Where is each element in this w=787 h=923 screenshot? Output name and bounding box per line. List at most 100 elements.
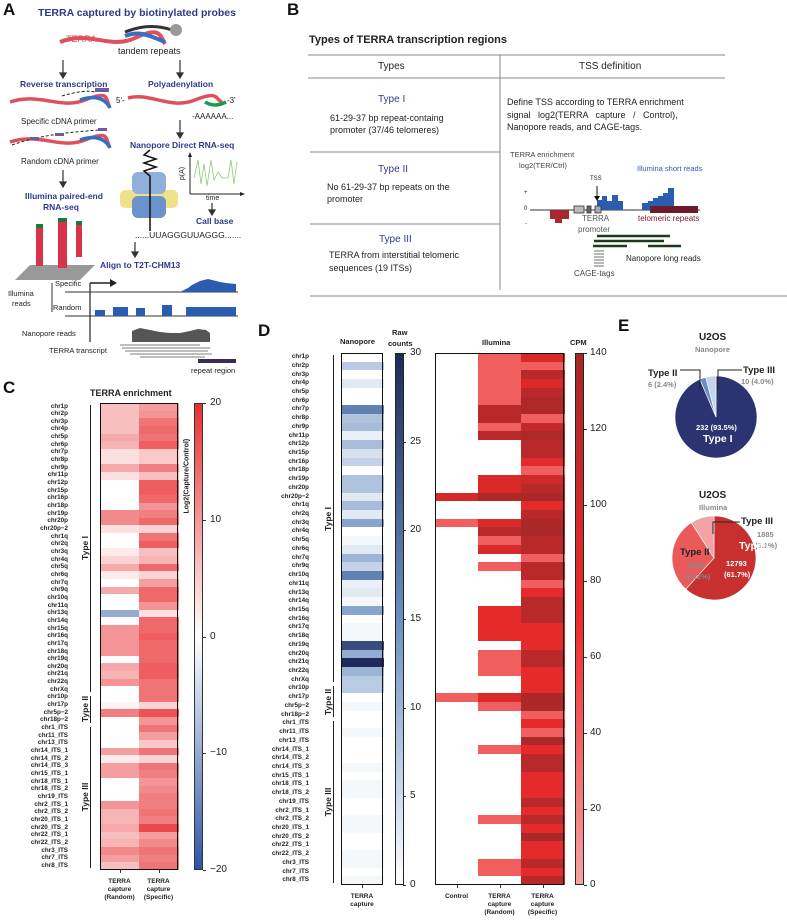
heatmap-cell [341, 806, 384, 816]
pie2-type-i-label: Type I [739, 540, 769, 552]
row-label: chr18_ITS_1 [30, 777, 68, 785]
heatmap-cell [341, 466, 384, 476]
heatmap-cell [521, 405, 565, 415]
type-group-label: Type III [80, 782, 90, 812]
heatmap-c-colorbar-label: Log2(Capture/Control) [183, 438, 191, 514]
row-label: chr11q [288, 579, 309, 587]
heatmap-cell [478, 448, 522, 459]
illumina-seq-label: Illumina paired-end [25, 191, 103, 201]
row-label: chr12p [47, 479, 68, 487]
row-label: chr4p [50, 425, 68, 433]
heatmap-c-colorbar [194, 403, 203, 870]
nanopore-long-reads [593, 234, 681, 248]
pie-slice-type-iii [690, 515, 715, 560]
colorbar-tick [203, 636, 206, 638]
colorbar-tick [584, 733, 587, 734]
raw-counts-label-2: counts [388, 339, 413, 348]
heatmap-cell [139, 701, 179, 710]
heatmap-cell [100, 425, 140, 435]
heatmap-cell [341, 440, 384, 450]
heatmap-cell [100, 701, 140, 710]
heatmap-cell [521, 649, 565, 659]
heatmap-cell [139, 793, 179, 802]
type-bracket [333, 355, 335, 683]
heatmap-cell [478, 588, 522, 598]
signal-plot-icon [188, 152, 245, 196]
row-label: chr19q [288, 640, 309, 648]
heatmap-cell [435, 666, 479, 677]
colorbar-tick [203, 519, 206, 521]
nanopore-seq-label: Nanopore Direct RNA-seq [130, 140, 235, 150]
colorbar-tick [203, 403, 206, 404]
heatmap-cell [521, 745, 565, 755]
colorbar-tick [403, 441, 406, 443]
heatmap-cell [521, 841, 565, 851]
heatmap-cell [100, 693, 140, 703]
row-label: chr9p [50, 463, 68, 471]
type-i-desc-2: promoter (37/46 telomeres) [330, 125, 440, 135]
heatmap-cell [521, 361, 565, 371]
heatmap-cell [100, 670, 140, 680]
row-label: chr17p [47, 701, 68, 709]
heatmap-cell [478, 797, 522, 807]
heatmap-cell [341, 422, 384, 432]
heatmap-cell [521, 379, 565, 389]
heatmap-cell [478, 754, 522, 764]
heatmap-cell [478, 370, 522, 380]
heatmap-cell [139, 548, 179, 557]
track-random-label: Random [53, 303, 82, 312]
type-group-label: Type II [80, 696, 90, 723]
heatmap-cell [521, 815, 565, 825]
heatmap-cell [100, 494, 140, 503]
row-label: chr5q [50, 563, 68, 571]
heatmap-frame [435, 353, 564, 885]
heatmap-cell [139, 801, 179, 810]
heatmap-cell [139, 686, 179, 695]
type-i-label: Type I [378, 94, 406, 105]
row-label: chr7p [291, 405, 309, 413]
heatmap-cell [478, 675, 522, 685]
heatmap-cell [521, 850, 565, 860]
heatmap-cell [435, 675, 479, 685]
heatmap-cell [341, 867, 384, 877]
heatmap-cell [139, 816, 179, 825]
row-label: chr19p [288, 475, 309, 483]
heatmap-cell [100, 571, 140, 580]
colorbar-tick-label: 40 [590, 727, 602, 738]
heatmap-cell [139, 785, 179, 794]
heatmap-cell [139, 448, 179, 458]
heatmap-cell [435, 553, 479, 563]
pie-slice-type-iii [705, 375, 717, 418]
row-label: chr5p [50, 433, 68, 441]
heatmap-cell [478, 632, 522, 642]
terra-transcript-label: TERRA transcript [49, 346, 107, 355]
heatmap-cell [435, 684, 479, 694]
heatmap-cell [435, 509, 479, 520]
row-label: chr2q [50, 540, 68, 548]
row-label: chr3_ITS [282, 858, 309, 866]
colorbar-tick-label: 80 [590, 575, 602, 586]
heatmap-cell [521, 658, 565, 668]
heatmap-cell [478, 649, 522, 659]
pie-slice-type-i [674, 375, 758, 459]
heatmap-cell [341, 693, 384, 703]
row-label: chr13q [47, 609, 68, 617]
heatmap-cell [435, 588, 479, 598]
row-label: chr22_ITS_2 [30, 838, 68, 846]
heatmap-cell [100, 793, 140, 802]
row-label: chr21q [288, 658, 309, 666]
heatmap-cell [435, 797, 479, 807]
heatmap-cell [341, 579, 384, 589]
colorbar-tick [584, 505, 587, 506]
pie2-type-iii-pct: (9.1%) [755, 541, 778, 550]
column-label-line: (Random) [104, 894, 135, 902]
telomeric-repeats-bar [650, 206, 698, 213]
pie2-title: U2OS [699, 490, 727, 501]
heatmap-cell [521, 736, 565, 746]
row-label: chr16q [288, 614, 309, 622]
heatmap-cell [521, 719, 565, 729]
heatmap-cell [435, 745, 479, 755]
heatmap-cell [435, 579, 479, 589]
heatmap-cell [100, 502, 140, 511]
